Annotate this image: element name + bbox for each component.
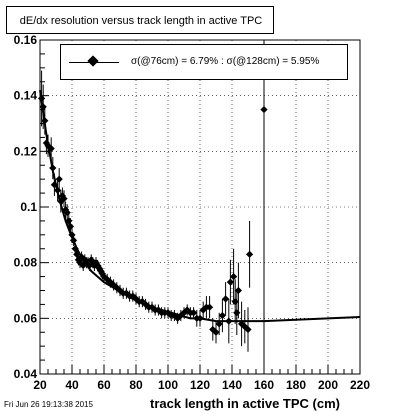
data-point [174,314,182,322]
data-point [170,311,178,320]
y-tick-label: 0.04 [14,367,38,381]
axis-ticks: 20 40 60 80 100 120 140 160 180 200 220 0.04 0.06 0.0… [14,33,371,392]
data-point [226,278,234,286]
data-point [212,328,220,336]
data-point [73,250,81,258]
x-tick-label: 40 [65,378,79,392]
y-tick-label: 0.1 [20,200,37,214]
data-point [50,181,58,189]
data-point [238,320,246,328]
data-point [225,317,233,325]
x-tick-label: 120 [190,378,210,392]
x-tick-label: 220 [350,378,370,392]
y-tick-label: 0.06 [14,311,38,325]
x-tick-label: 160 [254,378,274,392]
data-point [206,303,214,311]
data-point [60,195,68,203]
data-point [218,311,226,320]
data-point [222,295,230,303]
data-points-layer [38,40,268,352]
data-point [87,256,95,264]
x-axis-label: track length in active TPC (cm) [150,396,340,411]
data-point [74,256,82,264]
data-point [100,272,108,281]
data-point [132,295,140,303]
data-point [196,314,204,322]
x-tick-label: 200 [318,378,338,392]
data-point [81,256,89,264]
y-tick-label: 0.16 [14,33,38,47]
data-point [103,275,111,283]
data-point [78,253,86,261]
data-point [241,323,249,331]
data-point [76,259,84,267]
y-tick-label: 0.14 [14,89,38,103]
y-tick-label: 0.08 [14,256,38,270]
x-tick-label: 140 [222,378,242,392]
data-point [92,259,100,267]
data-point [230,272,238,281]
data-point [231,298,239,306]
chart-title: dE/dx resolution versus track length in … [19,15,263,27]
data-point [55,175,63,183]
legend-entry-label: σ(@76cm) = 6.79% : σ(@128cm) = 5.95% [131,56,320,67]
data-point [110,281,118,289]
data-point [47,144,55,153]
y-tick-label: 0.12 [14,144,38,158]
legend-marker-swatch [87,55,99,67]
data-point [138,298,146,306]
data-point [234,286,242,295]
x-tick-label: 20 [33,378,47,392]
data-point [54,186,62,194]
data-point [57,197,65,206]
data-point [41,117,49,125]
data-point [68,231,76,239]
data-point [215,320,223,328]
x-tick-label: 60 [97,378,111,392]
data-point [70,236,78,244]
data-point [79,261,87,270]
x-tick-label: 80 [129,378,143,392]
data-point [49,164,57,172]
chart-title-box: dE/dx resolution versus track length in … [6,6,274,34]
footer-timestamp: Fri Jun 26 19:13:38 2015 [4,400,93,409]
data-point [86,261,94,270]
data-point [233,309,241,317]
data-point [190,309,198,317]
x-tick-label: 180 [286,378,306,392]
data-point [106,278,114,286]
data-point [244,325,252,334]
data-point [142,300,150,309]
data-point [260,105,268,114]
data-point [84,259,92,267]
legend: σ(@76cm) = 6.79% : σ(@128cm) = 5.95% [60,44,348,80]
x-tick-label: 100 [158,378,178,392]
data-point [246,250,254,258]
